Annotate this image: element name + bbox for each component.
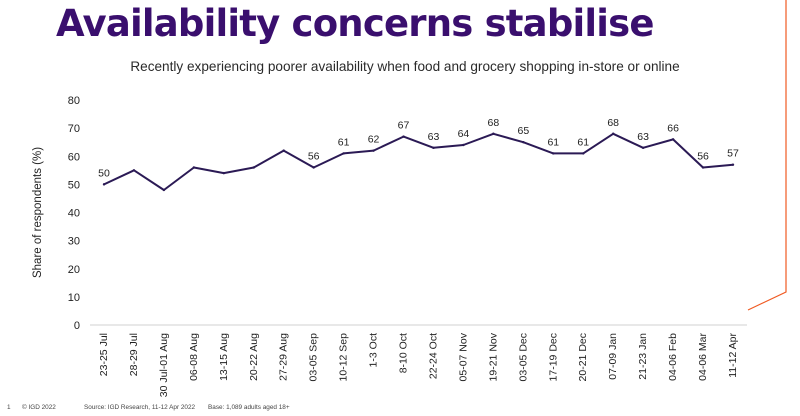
x-tick-label: 17-19 Dec	[547, 333, 559, 381]
data-point	[641, 146, 645, 150]
x-tick-label: 06-08 Aug	[188, 333, 200, 381]
orange-accent-line	[747, 0, 787, 311]
chart-title: Recently experiencing poorer availabilit…	[130, 59, 680, 74]
x-tick-label: 20-21 Dec	[577, 333, 589, 381]
data-label: 66	[667, 122, 679, 134]
data-point	[222, 171, 226, 175]
base-note: Base: 1,089 adults aged 18+	[208, 404, 290, 411]
x-tick-label: 22-24 Oct	[427, 333, 439, 379]
copyright: © IGD 2022	[22, 404, 56, 411]
x-tick-label: 19-21 Nov	[487, 332, 499, 381]
y-tick-label: 30	[68, 236, 80, 248]
x-tick-label: 28-29 Jul	[128, 333, 140, 376]
x-tick-label: 21-23 Jan	[637, 333, 649, 380]
y-tick-label: 70	[68, 123, 80, 135]
data-point	[282, 149, 285, 152]
data-point	[522, 140, 525, 144]
x-tick-label: 1-3 Oct	[368, 333, 380, 368]
x-tick-label: 11-12 Apr	[727, 333, 739, 378]
data-label: 64	[458, 128, 470, 140]
data-label: 61	[547, 136, 559, 148]
data-label: 65	[517, 125, 529, 137]
data-label: 68	[488, 117, 500, 129]
series-line	[103, 132, 734, 191]
data-point	[731, 163, 735, 166]
data-point	[342, 152, 345, 155]
data-label: 61	[338, 136, 350, 148]
data-label: 68	[607, 117, 619, 129]
data-point	[492, 132, 495, 135]
x-tick-label: 27-29 Aug	[278, 333, 290, 381]
data-label: 61	[577, 136, 589, 148]
data-label: 63	[428, 131, 440, 143]
data-point	[132, 169, 136, 172]
page-number: 1	[7, 404, 11, 411]
x-tick-label: 04-06 Feb	[667, 333, 679, 381]
data-label: 63	[637, 131, 649, 143]
x-tick-label: 05-07 Nov	[457, 332, 469, 381]
data-label: 57	[727, 148, 739, 160]
data-point	[252, 166, 255, 169]
data-point	[611, 132, 615, 135]
y-tick-label: 10	[68, 292, 80, 304]
data-point	[192, 166, 196, 169]
y-tick-label: 60	[68, 151, 80, 163]
x-tick-label: 03-05 Dec	[517, 333, 529, 381]
y-tick-label: 20	[68, 264, 80, 276]
data-point	[582, 152, 585, 155]
data-point	[552, 152, 555, 155]
footer: 1 © IGD 2022 Source: IGD Research, 11-12…	[0, 402, 800, 416]
data-label: 62	[368, 134, 380, 146]
data-label: 56	[308, 151, 320, 163]
data-point	[162, 188, 166, 192]
data-label: 67	[398, 120, 410, 132]
y-tick-label: 50	[68, 179, 80, 191]
data-point	[701, 166, 705, 169]
y-tick-label: 80	[68, 95, 80, 107]
x-tick-label: 20-22 Aug	[248, 333, 260, 381]
x-tick-label: 30 Jul-01 Aug	[158, 333, 170, 397]
data-point	[432, 146, 435, 150]
x-tick-label: 8-10 Oct	[398, 333, 410, 373]
data-label: 50	[98, 167, 110, 179]
source-note: Source: IGD Research, 11-12 Apr 2022	[84, 404, 196, 411]
x-tick-label: 10-12 Sep	[338, 333, 350, 382]
data-point	[402, 135, 405, 138]
x-tick-label: 23-25 Jul	[98, 333, 110, 376]
x-tick-label: 03-05 Sep	[308, 333, 320, 382]
y-tick-label: 40	[68, 208, 80, 220]
data-point	[102, 183, 106, 186]
x-tick-label: 13-15 Aug	[218, 333, 230, 381]
x-tick-label: 04-06 Mar	[697, 333, 709, 381]
y-tick-label: 0	[74, 320, 80, 332]
x-tick-label: 07-09 Jan	[607, 333, 619, 380]
data-point	[312, 166, 315, 169]
line-chart: 0 10 20 30 40 50 60 70 80 Share of respondents (%…	[32, 95, 747, 397]
data-point	[372, 149, 375, 152]
data-point	[671, 138, 675, 141]
data-label: 56	[697, 151, 709, 163]
data-point	[462, 143, 465, 147]
y-axis-label: Share of respondents (%)	[32, 147, 44, 278]
page-title: Availability concerns stabilise	[56, 2, 655, 45]
